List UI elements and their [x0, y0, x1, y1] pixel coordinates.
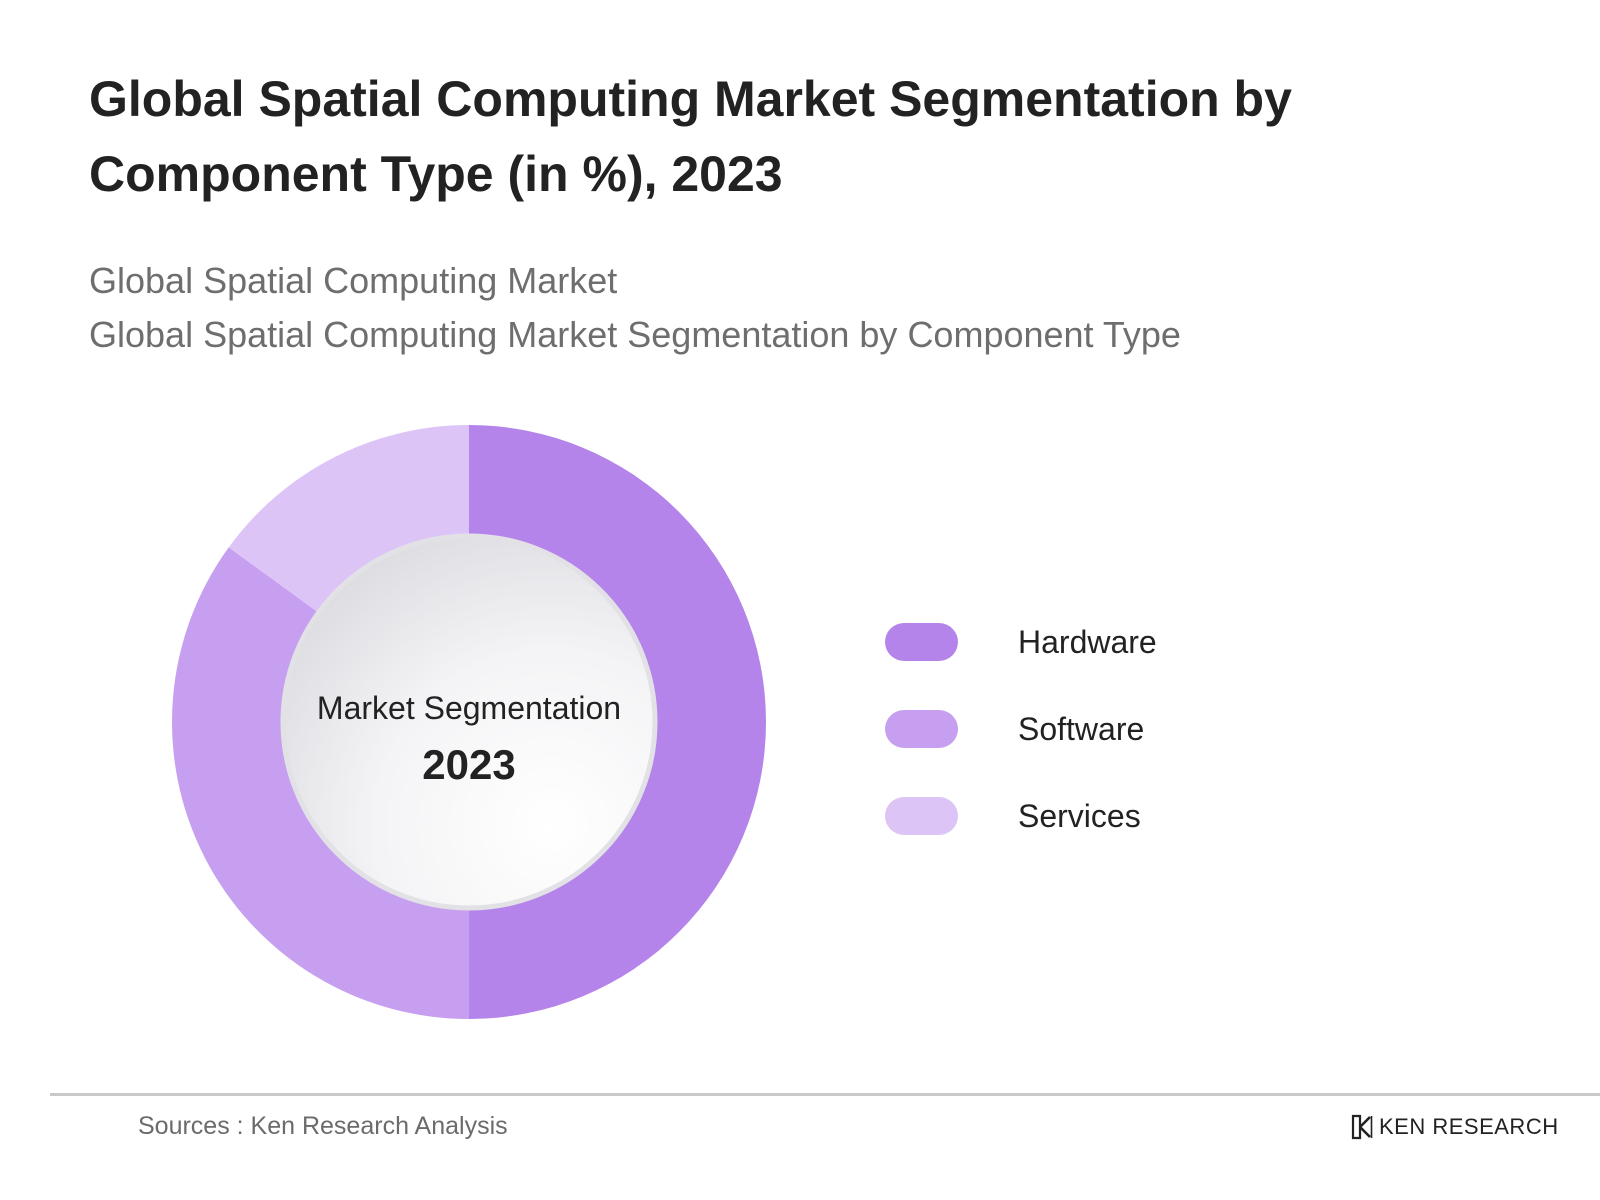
ken-research-logo-icon — [1351, 1114, 1373, 1140]
donut-slices — [171, 425, 766, 1019]
donut-center-disc — [280, 533, 658, 911]
chart-title: Global Spatial Computing Market Segmenta… — [89, 71, 1292, 202]
center-label-title: Market Segmentation — [317, 690, 621, 726]
chart-subtitle-market: Global Spatial Computing Market — [89, 260, 618, 301]
legend-label-services: Services — [1018, 798, 1141, 834]
legend-swatch-services — [885, 797, 958, 835]
source-note: Sources : Ken Research Analysis — [138, 1112, 508, 1140]
center-label-year: 2023 — [422, 741, 515, 788]
legend-swatch-hardware — [885, 623, 958, 661]
brand-name: KEN RESEARCH — [1379, 1114, 1559, 1139]
brand-logo: KEN RESEARCH — [1351, 1112, 1559, 1142]
footer-divider — [50, 1093, 1600, 1096]
legend-swatch-software — [885, 710, 958, 748]
chart-subtitle-segmentation: Global Spatial Computing Market Segmenta… — [89, 314, 1181, 355]
donut-slice-hardware — [469, 425, 766, 1019]
donut-slice-software — [171, 547, 469, 1019]
donut-slice-services — [228, 425, 469, 613]
legend-label-software: Software — [1018, 711, 1145, 747]
legend-label-hardware: Hardware — [1018, 624, 1157, 660]
